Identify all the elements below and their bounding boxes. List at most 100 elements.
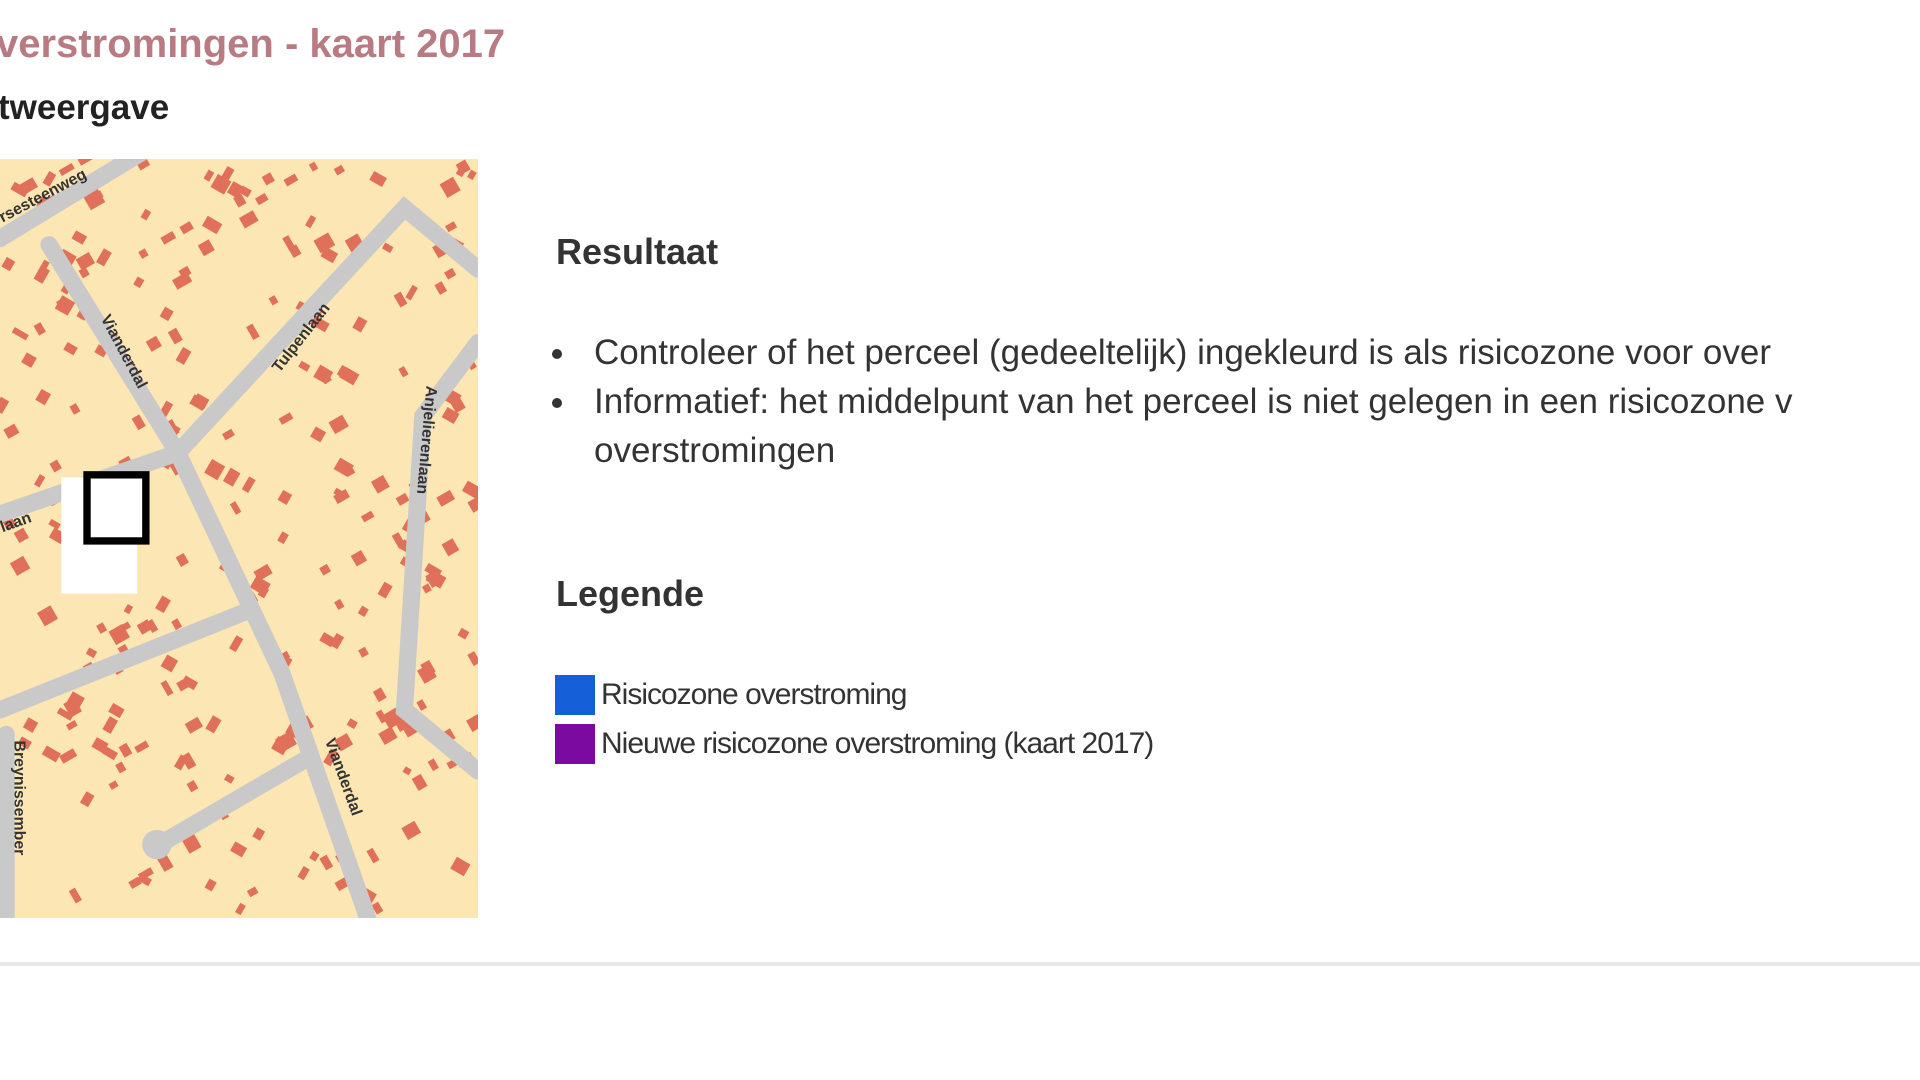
building [346,718,358,730]
building [138,248,149,259]
legend-heading: Legende [556,573,705,614]
building [91,737,109,754]
building [22,717,39,733]
building [201,215,223,235]
legend-label: Nieuwe risicozone overstroming (kaart 20… [601,726,1154,760]
building [77,159,93,166]
building [108,702,125,719]
building [333,487,345,498]
road-tulpenlaan [169,196,478,462]
building [241,476,256,494]
building [329,633,345,650]
building [238,210,259,229]
legend-swatch-purple [555,723,595,764]
building [0,396,10,414]
building [271,736,291,756]
building [221,428,235,441]
building [411,773,428,791]
building [197,239,215,257]
building [203,169,215,182]
building [63,697,82,718]
result-item: Informatief: het middelpunt van het perc… [548,377,1793,426]
building [175,346,192,365]
building [155,595,171,614]
building [136,619,153,635]
building [436,489,456,507]
building [159,306,174,322]
building [69,403,81,415]
building [133,276,145,289]
parcel-marker[interactable] [83,471,150,545]
building [441,407,460,425]
building [56,707,74,721]
building [13,527,29,544]
building [68,887,82,904]
roads [0,159,478,918]
building [54,295,76,316]
building [140,208,152,221]
result-list: Controleer of het perceel (gedeeltelijk)… [548,328,1793,475]
result-heading: Resultaat [556,231,719,272]
building [137,867,154,881]
building [1,256,16,272]
building [78,266,90,279]
building [71,230,88,245]
legend-item: Nieuwe risicozone overstroming (kaart 20… [555,719,1154,768]
road-steenweg [0,159,147,248]
building [371,901,384,915]
building [146,618,159,634]
building [377,581,393,599]
building [205,715,222,734]
building [439,176,461,198]
building [96,622,108,634]
building [308,161,319,172]
building [204,878,217,892]
building [226,181,245,199]
building [350,550,368,567]
building [358,646,369,658]
building [401,820,422,841]
building [372,687,387,703]
building [123,603,134,615]
building [421,583,432,594]
result-item: Controleer of het perceel (gedeeltelijk)… [548,328,1793,377]
parcel-map[interactable]: rsesteenweg Vianderdal Tulpenlaan Anjeli… [0,159,478,918]
building [283,173,299,187]
building [230,841,248,858]
section-title: tweergave [0,88,170,127]
building [393,291,408,308]
page-title: verstromingen - kaart 2017 [0,22,506,66]
building [48,518,61,530]
building [94,344,109,358]
building [58,163,75,176]
building [249,575,271,596]
legend-item: Risicozone overstroming [555,670,1153,719]
building [33,265,51,284]
building [229,501,242,515]
road-anjelierenlaan [395,334,478,780]
building [108,780,119,790]
building [445,221,458,233]
building [319,632,336,648]
building [172,271,193,290]
building [131,414,146,431]
building [375,709,388,724]
building [402,766,412,776]
building [86,190,104,205]
road-southwest [0,603,254,719]
building [417,663,437,684]
building [35,388,52,406]
building [357,605,369,617]
building [167,327,183,345]
building [277,489,293,505]
building [360,510,375,523]
building [297,866,310,881]
building [261,172,275,186]
building [328,414,349,435]
building [336,364,357,383]
building [441,538,460,557]
street-label: Breynissember [11,740,28,855]
building [313,232,336,254]
building [352,316,368,333]
building [175,552,189,567]
